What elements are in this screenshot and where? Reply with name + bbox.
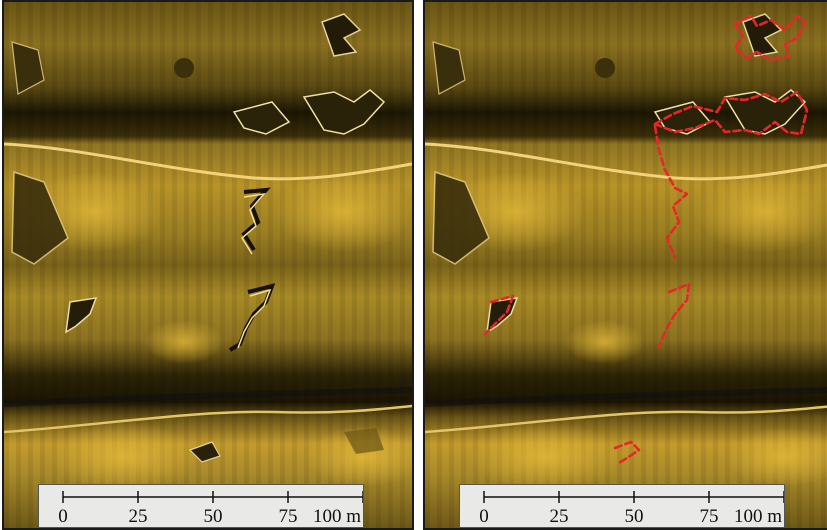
scale-label-0: 0 bbox=[479, 506, 489, 527]
scale-label-100m: 100 m bbox=[312, 506, 362, 527]
scale-label-0: 0 bbox=[58, 506, 68, 527]
scale-label-50: 50 bbox=[624, 506, 644, 527]
trace-line-vertical bbox=[653, 124, 689, 260]
trace-outline-top bbox=[733, 14, 807, 62]
sidescan-sonar-image-annotated bbox=[425, 2, 827, 528]
scale-bar-ruler bbox=[62, 491, 363, 503]
sonar-panel-annotated: 0 25 50 75 100 m bbox=[423, 0, 827, 530]
sonar-panel-original: 0 25 50 75 100 m bbox=[2, 0, 414, 530]
scale-label-50: 50 bbox=[203, 506, 223, 527]
scale-label-75: 75 bbox=[278, 506, 298, 527]
scale-label-100m: 100 m bbox=[733, 506, 783, 527]
scale-label-75: 75 bbox=[699, 506, 719, 527]
trace-line-lower bbox=[613, 440, 641, 466]
trace-line-left bbox=[483, 294, 515, 336]
trace-outline-upper bbox=[653, 90, 809, 136]
scale-label-25: 25 bbox=[549, 506, 569, 527]
sidescan-sonar-image bbox=[4, 2, 412, 528]
scale-bar: 0 25 50 75 100 m bbox=[459, 484, 785, 528]
scale-bar: 0 25 50 75 100 m bbox=[38, 484, 364, 528]
trace-line-middle bbox=[657, 282, 691, 348]
scale-bar-ruler bbox=[483, 491, 784, 503]
scale-label-25: 25 bbox=[128, 506, 148, 527]
